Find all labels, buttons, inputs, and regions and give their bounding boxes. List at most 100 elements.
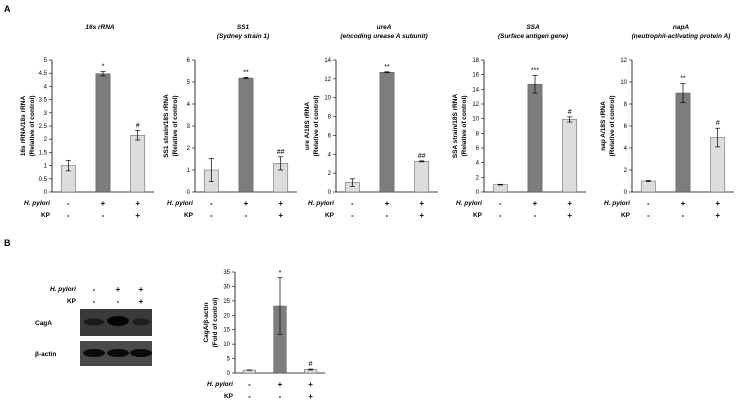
y-tick-label: 0	[187, 190, 191, 196]
y-tick-label: 6	[624, 124, 628, 130]
significance-mark: *	[279, 270, 282, 277]
chart-title: ureA	[377, 24, 392, 31]
y-tick-label: 10	[620, 80, 627, 86]
significance-mark: #	[568, 109, 572, 116]
blot-sign: +	[139, 285, 144, 294]
y-axis-label: SSA strain/18S rRNA	[452, 93, 459, 158]
treatment-row-label-kp: KP	[325, 212, 335, 219]
blot-sign: +	[116, 285, 121, 294]
significance-mark: #	[136, 122, 140, 129]
y-axis-label: (Fold of control)	[212, 298, 219, 348]
treatment-sign: -	[67, 211, 70, 220]
y-tick-label: 4	[476, 161, 480, 167]
y-tick-label: 1	[187, 168, 191, 174]
treatment-sign: -	[67, 199, 70, 208]
treatment-sign: +	[278, 199, 283, 208]
treatment-sign: -	[279, 392, 282, 401]
y-tick-label: 4	[328, 152, 332, 158]
treatment-row-label-hpylori: H. pylori	[207, 381, 233, 388]
significance-mark: **	[384, 64, 390, 71]
y-tick-label: 8	[328, 115, 332, 121]
blot-label-beta-actin: β-actin	[35, 351, 56, 358]
treatment-sign: +	[135, 199, 140, 208]
y-tick-label: 3	[44, 111, 48, 117]
y-tick-label: 2	[328, 171, 332, 177]
treatment-sign: -	[102, 211, 105, 220]
treatment-row-label-hpylori: H. pylori	[167, 200, 193, 207]
y-tick-label: 0	[44, 190, 48, 196]
y-tick-label: 35	[223, 270, 230, 276]
treatment-sign: +	[385, 199, 390, 208]
y-tick-label: 0	[227, 371, 231, 377]
treatment-row-label-kp: KP	[621, 212, 631, 219]
chart-title: napA	[673, 24, 690, 31]
y-axis-label: (Relative of control)	[313, 95, 320, 156]
y-tick-label: 8	[476, 131, 480, 137]
western-blot: H. pylori KP - + + - - + CagA β-actin	[35, 285, 152, 366]
treatment-sign: +	[278, 211, 283, 220]
treatment-row-label-hpylori: H. pylori	[24, 200, 50, 207]
treatment-sign: -	[647, 211, 650, 220]
y-tick-label: 12	[472, 102, 479, 108]
y-tick-label: 0.5	[39, 177, 48, 183]
chart-title: 16s rRNA	[85, 24, 115, 31]
treatment-sign: +	[533, 199, 538, 208]
y-tick-label: 0	[476, 190, 480, 196]
blot-band-actin-hpylori	[107, 349, 129, 357]
y-tick-label: 4	[624, 146, 628, 152]
y-tick-label: 10	[223, 342, 230, 348]
y-tick-label: 2	[44, 137, 48, 143]
treatment-sign: -	[210, 199, 213, 208]
y-tick-label: 5	[227, 357, 231, 363]
treatment-sign: -	[499, 199, 502, 208]
y-tick-label: 14	[472, 87, 479, 93]
treatment-sign: +	[308, 392, 313, 401]
y-tick-label: 20	[223, 313, 230, 319]
bar	[95, 73, 111, 193]
y-tick-label: 6	[328, 133, 332, 139]
y-tick-label: 16	[472, 73, 479, 79]
y-tick-label: 15	[223, 328, 230, 334]
treatment-sign: +	[308, 380, 313, 389]
treatment-sign: +	[681, 199, 686, 208]
chart-subtitle: (encoding urease A subunit)	[340, 33, 427, 40]
y-tick-label: 5	[187, 80, 191, 86]
panel-label-b: B	[4, 238, 11, 248]
treatment-sign: +	[278, 380, 283, 389]
y-tick-label: 8	[624, 102, 628, 108]
treatment-sign: +	[135, 211, 140, 220]
y-axis-label: (Relative of control)	[461, 95, 468, 156]
bar	[640, 180, 656, 193]
y-tick-label: 2	[476, 175, 480, 181]
y-tick-label: 3	[187, 124, 191, 130]
y-tick-label: 1.5	[39, 150, 48, 156]
significance-mark: *	[102, 64, 105, 71]
y-tick-label: 5	[44, 58, 48, 64]
y-axis-label: (Relative of control)	[172, 95, 179, 156]
treatment-row-label-hpylori: H. pylori	[604, 200, 630, 207]
bar	[238, 77, 254, 193]
charts-layer: 16s rRNA 0 0.5 1 1.5 2 2.5 3 3.5 4 4.5 5 16s rRNA/18…	[20, 24, 734, 401]
treatment-sign: -	[248, 380, 251, 389]
y-tick-label: 10	[472, 117, 479, 123]
y-tick-label: 30	[223, 284, 230, 290]
bar	[562, 119, 578, 193]
y-axis-label: (Relative of control)	[609, 95, 616, 156]
significance-mark: #	[716, 120, 720, 127]
y-tick-label: 4	[44, 84, 48, 90]
blot-row-label-kp: KP	[67, 298, 77, 305]
y-axis-label: nap A/18S rRNA	[600, 101, 607, 151]
blot-sign: -	[93, 285, 96, 294]
treatment-sign: +	[419, 199, 424, 208]
treatment-sign: -	[248, 392, 251, 401]
treatment-row-label-kp: KP	[41, 212, 51, 219]
chart-subtitle: (neutrophil-activating protein A)	[632, 33, 731, 40]
y-tick-label: 4	[187, 102, 191, 108]
y-axis-label: (Relative of control)	[29, 95, 36, 156]
y-tick-label: 1	[44, 164, 48, 170]
treatment-sign: +	[567, 199, 572, 208]
y-tick-label: 6	[476, 146, 480, 152]
treatment-sign: -	[351, 211, 354, 220]
treatment-sign: +	[419, 211, 424, 220]
